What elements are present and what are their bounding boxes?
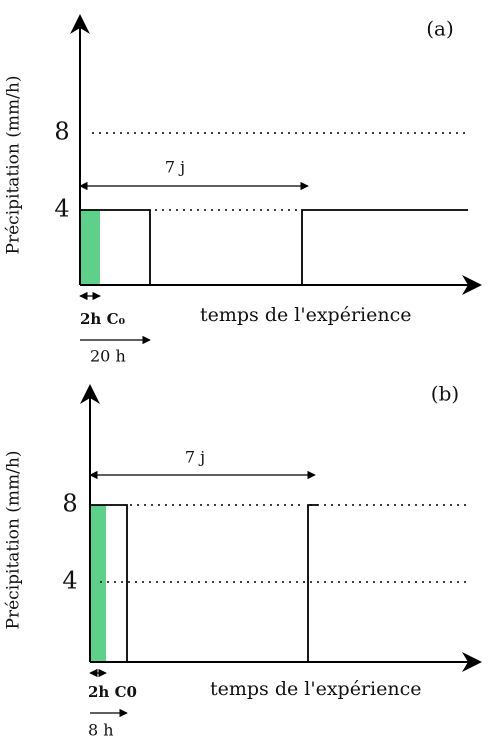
pulse-label: 2h C₀	[80, 310, 126, 328]
y-label: 8	[62, 490, 77, 518]
panel-tag: (a)	[426, 17, 454, 41]
period-label: 7 j	[185, 448, 205, 467]
period-label: 7 j	[165, 158, 185, 177]
pulse-label: 2h C0	[88, 683, 137, 701]
pulse-bar	[90, 505, 106, 662]
y-axis-title: Précipitation (mm/h)	[4, 451, 24, 630]
panel-tag: (b)	[431, 382, 459, 406]
cycle-label: 20 h	[90, 347, 126, 366]
rain-step	[90, 504, 318, 662]
panel-a: (a) 8 4 Précipitation (mm/h) 7 j temps d…	[4, 14, 482, 366]
panel-b: (b) 8 4 Précipitation (mm/h) 7 j temps d…	[4, 382, 482, 740]
x-axis-title: temps de l'expérience	[210, 678, 422, 700]
cycle-label: 8 h	[88, 721, 114, 740]
x-axis-title: temps de l'expérience	[200, 304, 412, 326]
y-label: 4	[62, 567, 77, 595]
y-label: 4	[54, 195, 69, 223]
pulse-bar	[80, 210, 100, 285]
rain-step	[80, 209, 468, 285]
y-label: 8	[54, 118, 69, 146]
y-axis-title: Précipitation (mm/h)	[4, 76, 24, 255]
